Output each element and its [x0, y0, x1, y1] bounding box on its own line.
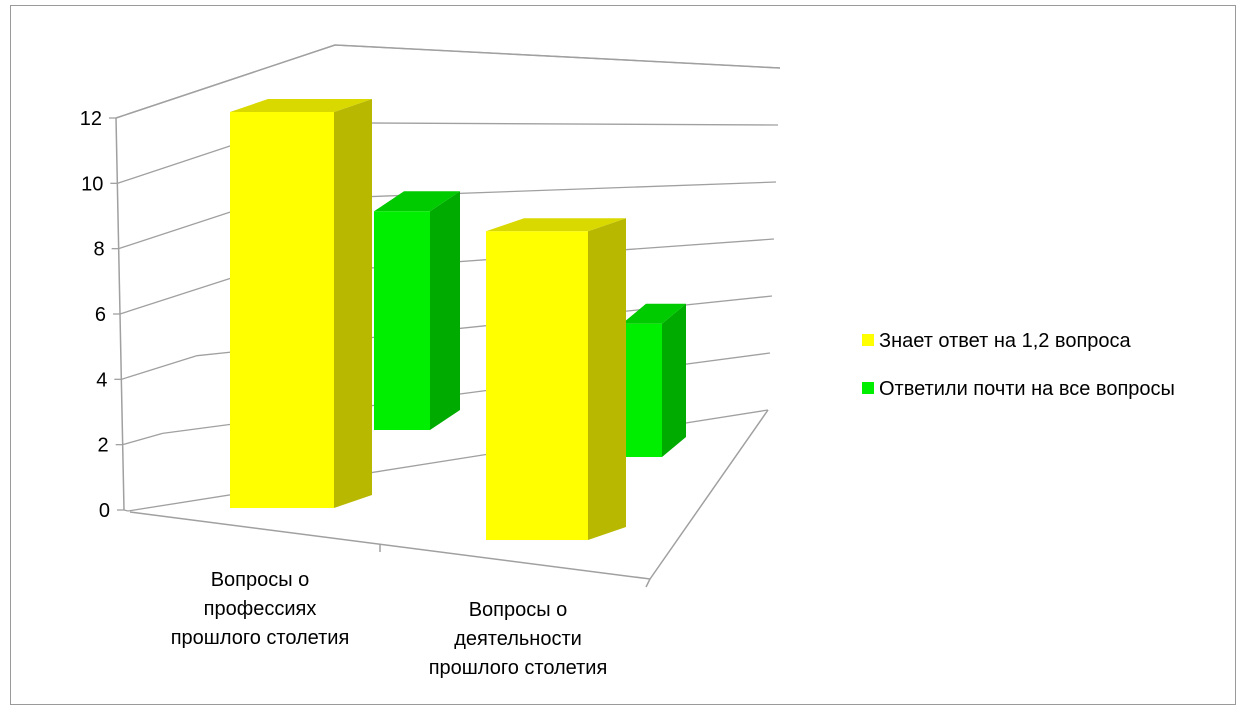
gridline-left-0: [123, 509, 129, 512]
y-tick-label: 8: [94, 239, 105, 261]
category-label-1: прошлого столетия: [171, 627, 350, 649]
bar-knows-1-2-cat-2-front: [486, 231, 588, 541]
gridline-left-2: [121, 355, 198, 380]
bar-answered-almost-all-cat-1-side: [430, 191, 460, 430]
gridline-back-6: [334, 44, 781, 69]
floor-corner-tick: [645, 578, 651, 588]
y-tick-label: 12: [80, 108, 102, 130]
bar-answered-almost-all-cat-1-top: [374, 191, 460, 212]
category-label-2: деятельности: [454, 628, 582, 650]
axes: [109, 117, 381, 552]
bar-answered-almost-all-cat-2-side: [662, 303, 686, 457]
legend-swatch-1: [862, 334, 874, 346]
y-axis: [115, 117, 125, 511]
bar-answered-almost-all-cat-2-front: [622, 323, 662, 457]
bar-knows-1-2-cat-1-top: [230, 99, 372, 112]
gridline-left-1: [122, 432, 163, 446]
bar-answered-almost-all-cat-1: [374, 191, 460, 430]
category-label-2: Вопросы о: [469, 599, 568, 621]
bar-knows-1-2-cat-2: [486, 218, 626, 541]
legend-label-1: Знает ответ на 1,2 вопроса: [879, 330, 1132, 352]
gridline-left-3: [119, 277, 232, 315]
bar-knows-1-2-cat-1-front: [230, 112, 334, 508]
bar-knows-1-2-cat-2-side: [588, 218, 626, 541]
wall-top-edge: [115, 44, 781, 119]
y-tick-label: 2: [98, 435, 109, 457]
bar-knows-1-2-cat-1: [230, 99, 372, 508]
category-labels: Вопросы о профессиях прошлого столетия Вопр…: [171, 569, 608, 679]
legend-label-2: Ответили почти на все вопросы: [879, 378, 1175, 400]
bar-answered-almost-all-cat-1-front: [374, 211, 430, 430]
category-label-2: прошлого столетия: [429, 657, 608, 679]
legend: Знает ответ на 1,2 вопроса Ответили почти…: [862, 330, 1175, 400]
bar-answered-almost-all-cat-2-top: [622, 303, 686, 324]
y-tick-label: 0: [99, 500, 110, 522]
y-tick-label: 6: [95, 304, 106, 326]
bar-knows-1-2-cat-1-side: [334, 99, 372, 508]
gridline-left-6: [115, 44, 336, 119]
bar-knows-1-2-cat-2-top: [486, 218, 626, 232]
category-label-1: Вопросы о: [211, 569, 310, 591]
bars: [230, 99, 686, 541]
y-tick-label: 4: [96, 369, 107, 391]
category-label-1: профессиях: [204, 598, 317, 620]
y-tick-labels: 0 2 4 6 8 10 12: [80, 108, 110, 522]
legend-swatch-2: [862, 382, 874, 394]
bar-answered-almost-all-cat-2: [622, 303, 686, 457]
gridline-back-5: [300, 122, 779, 126]
y-tick-label: 10: [81, 173, 103, 195]
